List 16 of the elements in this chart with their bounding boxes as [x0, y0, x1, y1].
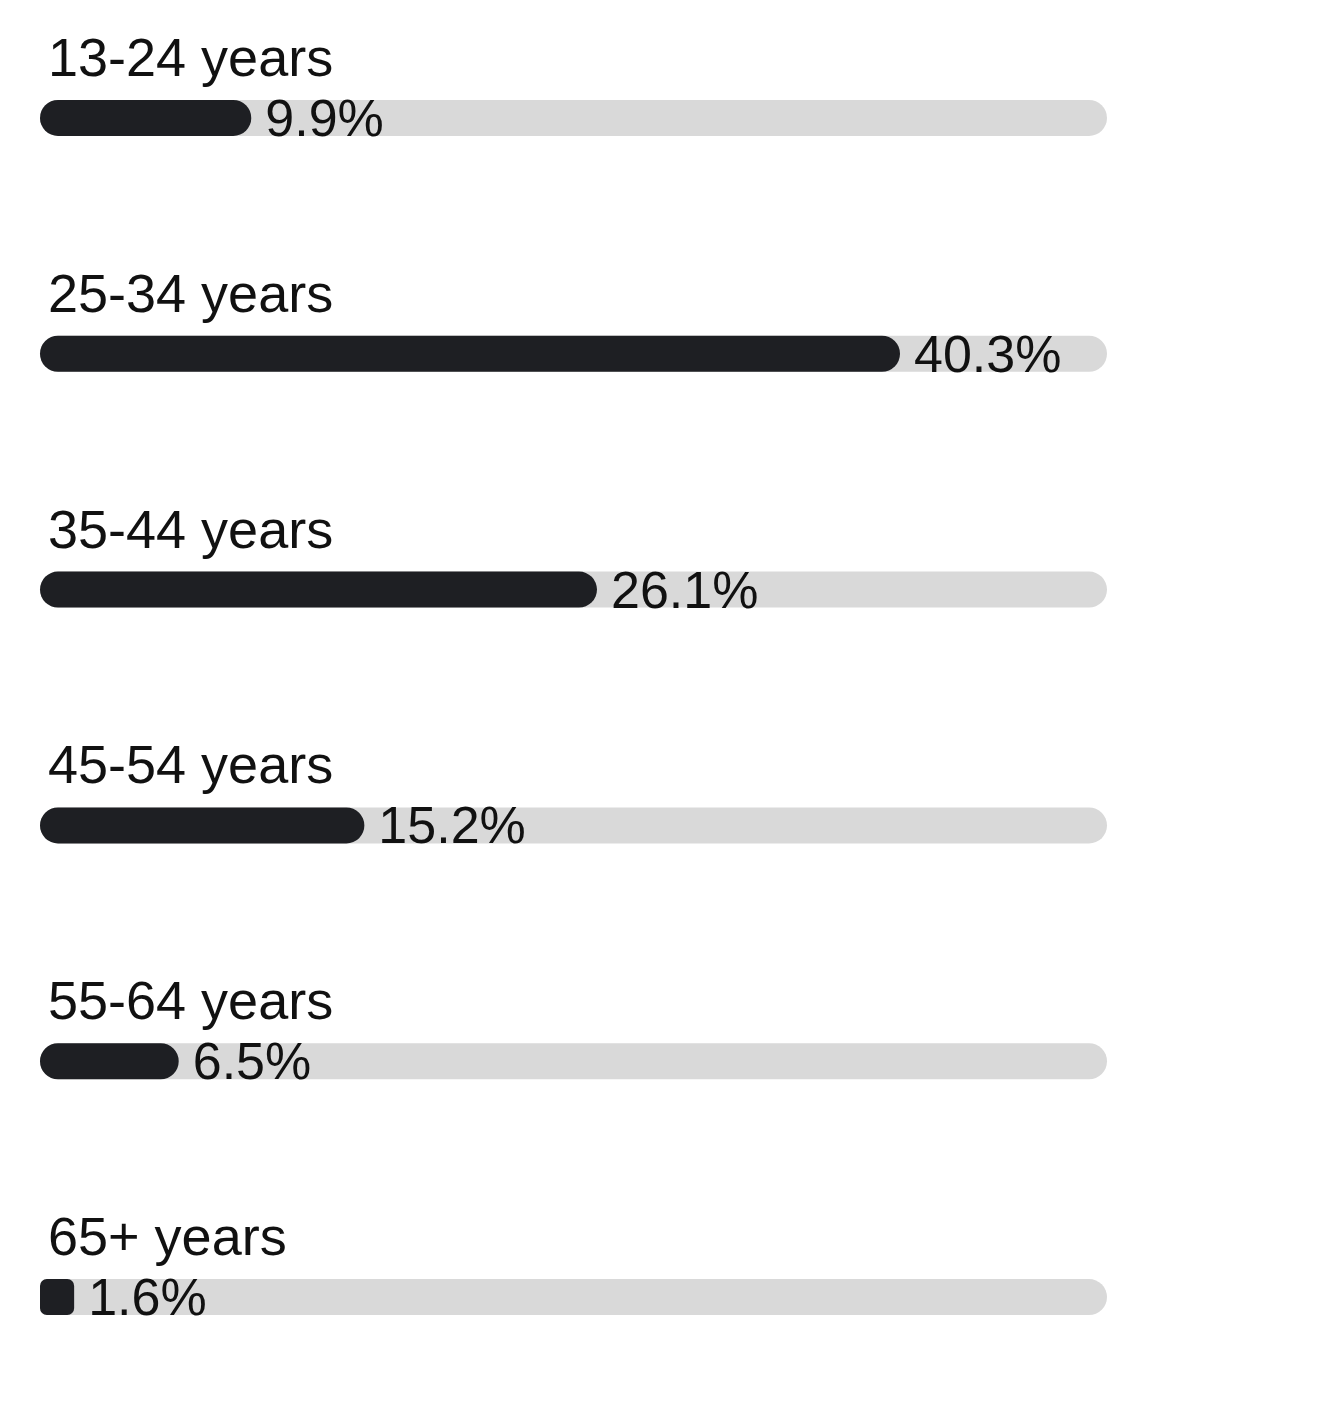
y-tick-label: 65+ years — [48, 1206, 287, 1267]
bar — [40, 1279, 75, 1316]
y-tick-label: 45-54 years — [48, 734, 334, 795]
bar — [40, 1043, 179, 1080]
data-label: 26.1% — [610, 560, 759, 619]
y-tick-label: 13-24 years — [48, 26, 334, 87]
data-label: 9.9% — [265, 88, 384, 147]
bar — [40, 99, 252, 136]
data-label: 6.5% — [192, 1032, 312, 1091]
bar — [40, 807, 365, 844]
y-tick-label: 25-34 years — [48, 262, 334, 323]
y-tick-label: 55-64 years — [48, 970, 334, 1031]
data-label: 40.3% — [914, 324, 1062, 383]
data-label: 1.6% — [88, 1268, 207, 1327]
data-label: 15.2% — [378, 796, 526, 855]
y-tick-label: 35-44 years — [48, 498, 334, 559]
